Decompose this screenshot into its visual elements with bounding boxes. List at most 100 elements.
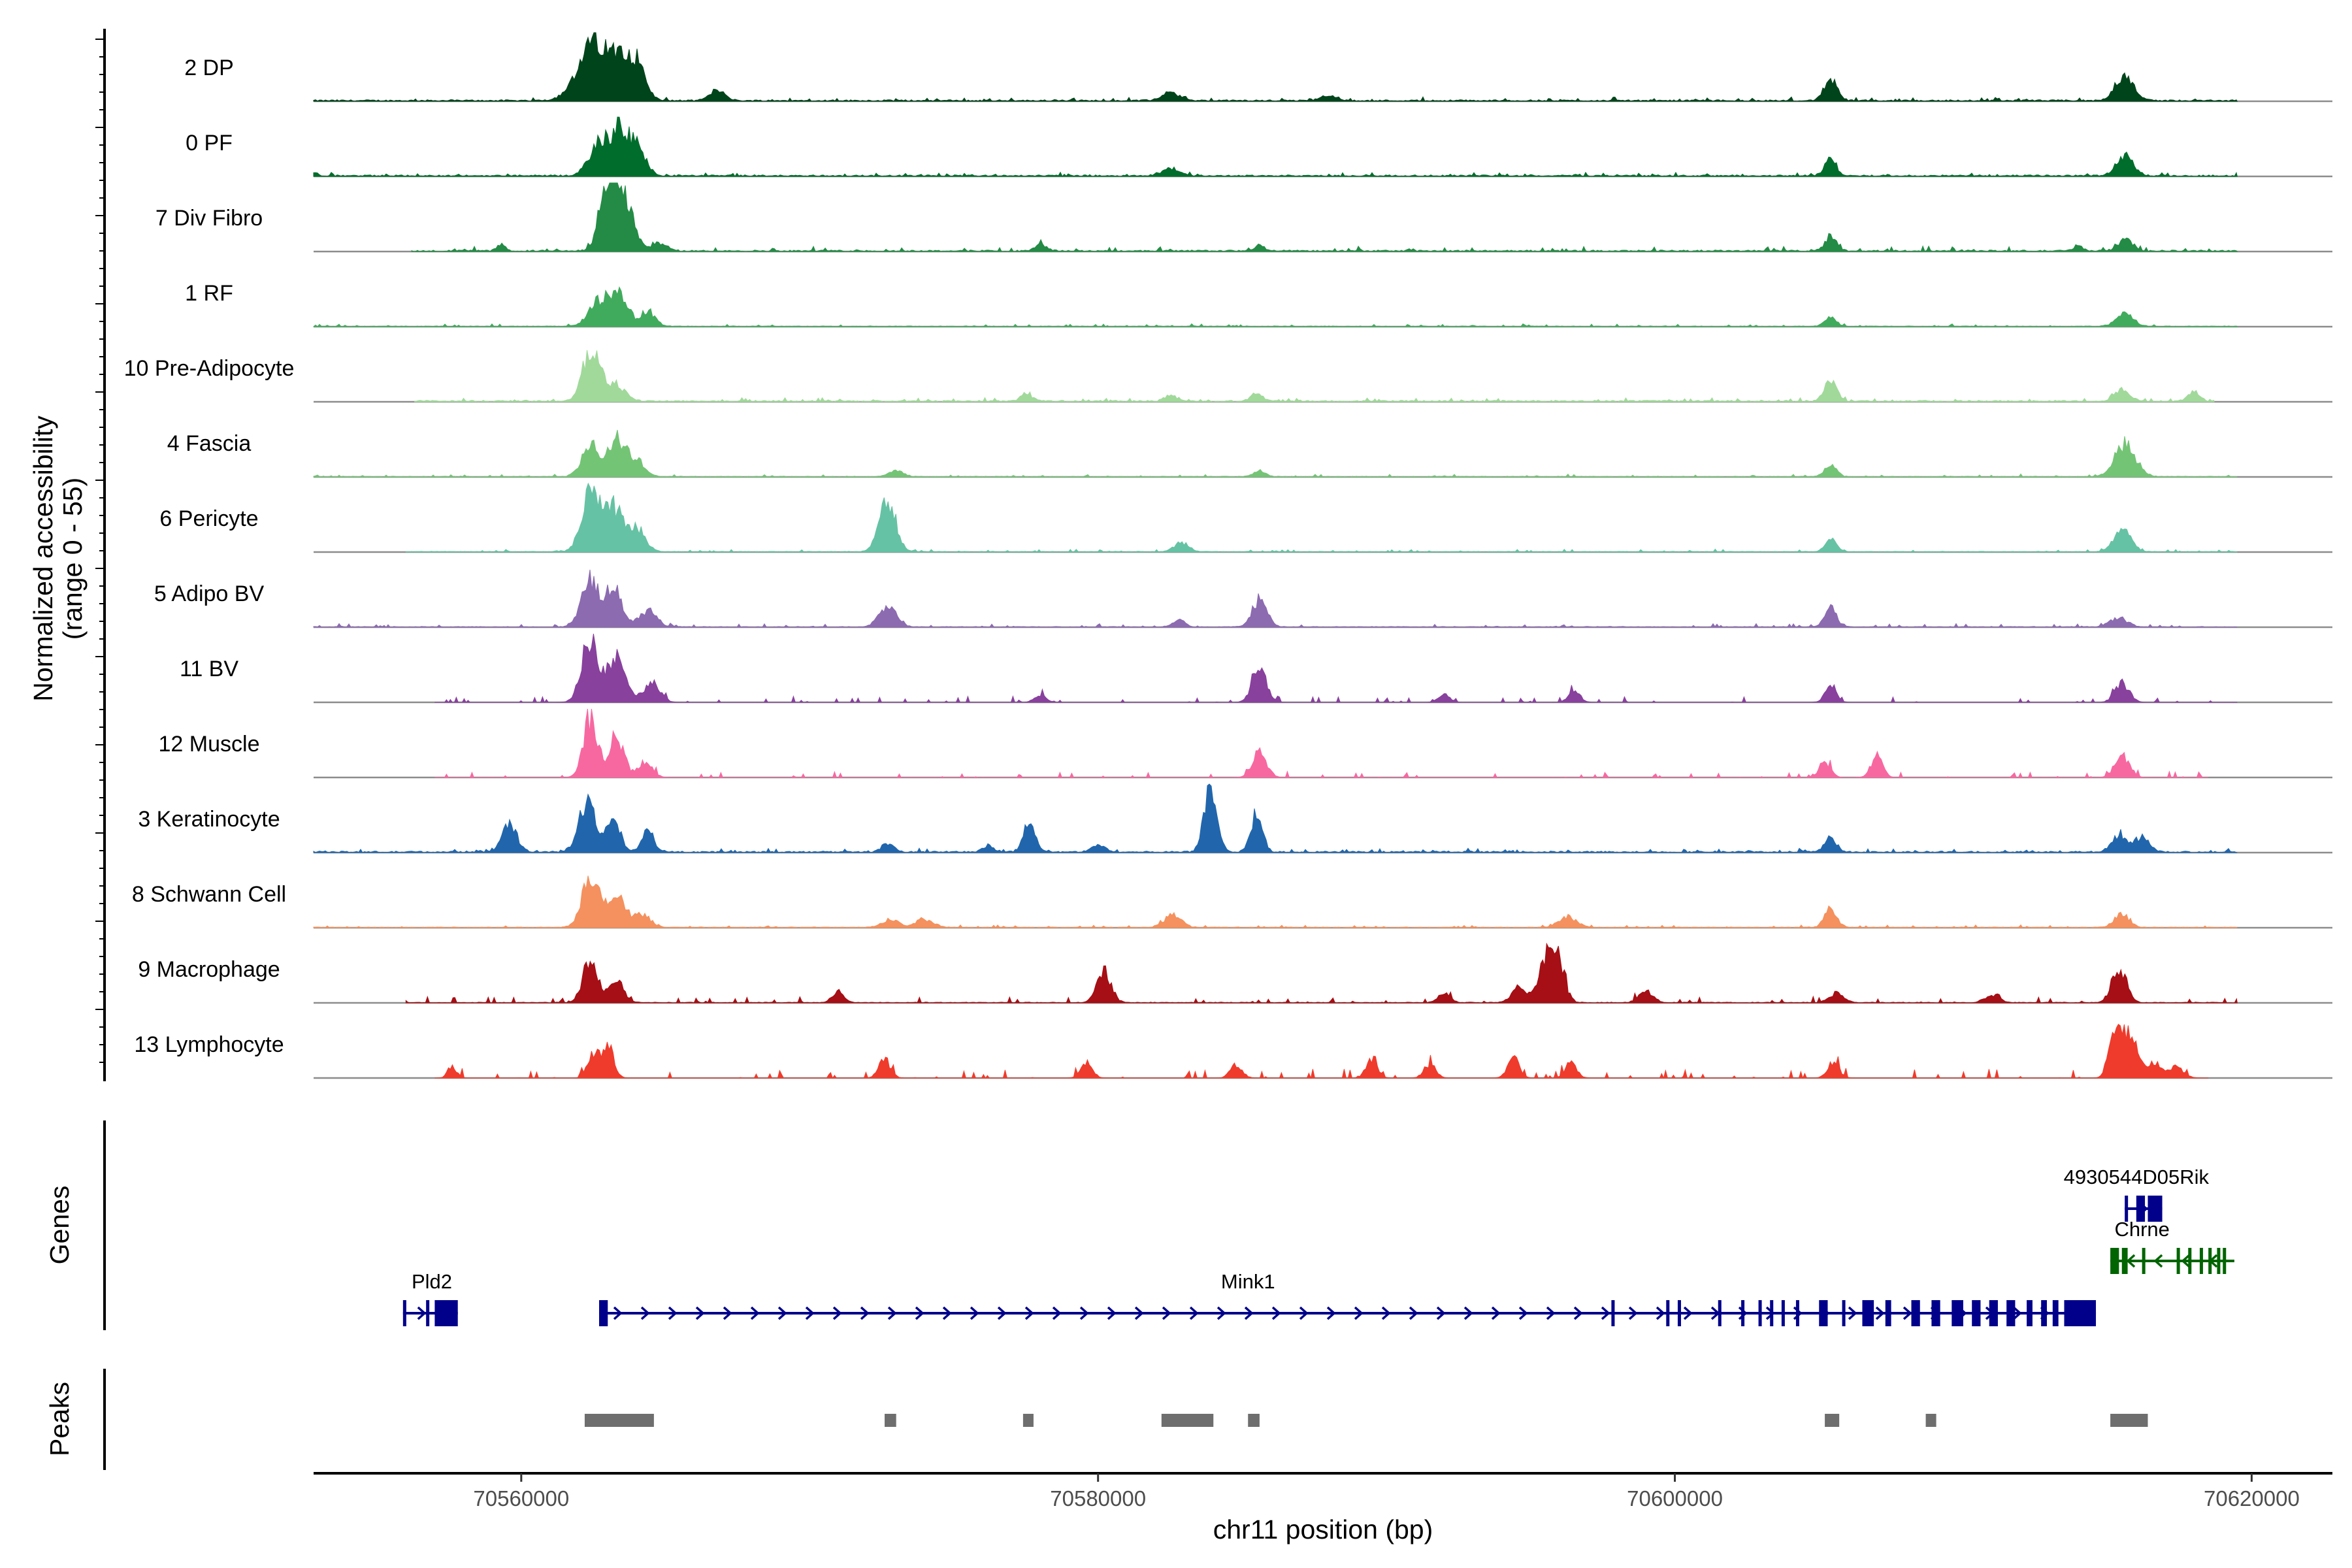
- strand-arrow: [640, 1306, 650, 1320]
- track-label: 13 Lymphocyte: [134, 1032, 284, 1057]
- peak-region: [1925, 1414, 1936, 1427]
- peak-region: [584, 1414, 654, 1427]
- gene-exon: [402, 1300, 406, 1326]
- strand-arrow: [695, 1306, 705, 1320]
- gene-pld2: Pld2: [402, 1270, 458, 1326]
- strand-arrow: [2181, 1254, 2191, 1268]
- gene-exon: [1862, 1300, 1874, 1326]
- strand-arrow: [2126, 1254, 2136, 1268]
- strand-arrow: [805, 1306, 815, 1320]
- coverage-tracks: 2 DP 0 PF 7 Div Fibro 1 RF 10 Pre-Adipocyte 4…: [124, 32, 2332, 1079]
- gene-exon: [1842, 1300, 1846, 1326]
- gene-exon: [2208, 1248, 2212, 1274]
- track-1-rf: 1 RF: [185, 281, 2332, 328]
- genes-title: Genes: [44, 1186, 74, 1265]
- x-tick-label: 70560000: [473, 1486, 569, 1511]
- strand-arrow: [723, 1306, 732, 1320]
- gene-exon: [599, 1300, 608, 1326]
- coverage-area: [313, 116, 2238, 177]
- strand-arrow: [2153, 1254, 2163, 1268]
- strand-arrow: [887, 1306, 897, 1320]
- track-6-pericyte: 6 Pericyte: [159, 482, 2332, 553]
- x-axis-title: chr11 position (bp): [1213, 1514, 1433, 1544]
- coverage-area: [405, 482, 2238, 553]
- strand-arrow: [1326, 1306, 1336, 1320]
- gene-exon: [1718, 1300, 1722, 1326]
- coverage-area: [434, 634, 2238, 704]
- y-axis-title: Normalized accessibility: [28, 416, 58, 702]
- coverage-area: [313, 286, 2238, 327]
- strand-arrow: [915, 1306, 924, 1320]
- strand-arrow: [1217, 1306, 1226, 1320]
- strand-arrow: [997, 1306, 1007, 1320]
- strand-arrow: [1518, 1306, 1528, 1320]
- track-10-pre-adipocyte: 10 Pre-Adipocyte: [124, 350, 2332, 403]
- track-11-bv: 11 BV: [180, 634, 2332, 704]
- peaks-title: Peaks: [44, 1382, 74, 1456]
- track-label: 11 BV: [180, 657, 238, 681]
- track-0-pf: 0 PF: [186, 116, 2332, 178]
- y-axis-ticks: [95, 39, 105, 1063]
- gene-exon: [2125, 1196, 2129, 1222]
- coverage-area: [313, 32, 2238, 102]
- strand-arrow: [668, 1306, 678, 1320]
- gene-exon: [1952, 1300, 1963, 1326]
- gene-exon: [434, 1300, 458, 1326]
- strand-arrow: [970, 1306, 979, 1320]
- track-label: 2 DP: [184, 56, 234, 80]
- track-label: 6 Pericyte: [159, 506, 258, 531]
- gene-exon: [1741, 1300, 1745, 1326]
- gene-exon: [2148, 1196, 2163, 1222]
- peak-region: [1022, 1414, 1034, 1427]
- strand-arrow: [1546, 1306, 1556, 1320]
- strand-arrow: [1189, 1306, 1199, 1320]
- strand-arrow: [1024, 1306, 1034, 1320]
- track-4-fascia: 4 Fascia: [167, 429, 2332, 478]
- gene-exon: [2027, 1300, 2033, 1326]
- track-label: 4 Fascia: [167, 431, 252, 456]
- peak-region: [1825, 1414, 1840, 1427]
- strand-arrow: [1875, 1306, 1885, 1320]
- strand-arrow: [1107, 1306, 1117, 1320]
- gene-track: Pld2 Mink1 4930544D05Rik Chrne: [402, 1166, 2234, 1326]
- strand-arrow: [1683, 1306, 1693, 1320]
- gene-exon: [2110, 1248, 2119, 1274]
- gene-exon: [1989, 1300, 1998, 1326]
- strand-arrow: [750, 1306, 760, 1320]
- gene-4930544d05rik: 4930544D05Rik: [2064, 1166, 2209, 1222]
- strand-arrow: [942, 1306, 952, 1320]
- gene-exon: [1885, 1300, 1891, 1326]
- strand-arrow: [777, 1306, 787, 1320]
- track-label: 0 PF: [186, 131, 233, 155]
- y-axis-range: (range 0 - 55): [57, 478, 88, 640]
- track-9-macrophage: 9 Macrophage: [138, 942, 2332, 1004]
- gene-exon: [2006, 1300, 2016, 1326]
- track-label: 9 Macrophage: [138, 957, 280, 982]
- peak-track: [584, 1414, 2148, 1427]
- gene-exon: [2041, 1300, 2047, 1326]
- strand-arrow: [1079, 1306, 1089, 1320]
- peak-region: [2110, 1414, 2148, 1427]
- strand-arrow: [1134, 1306, 1144, 1320]
- gene-exon: [1611, 1300, 1615, 1326]
- strand-arrow: [2012, 1306, 2022, 1320]
- track-12-muscle: 12 Muscle: [159, 708, 2332, 779]
- track-2-dp: 2 DP: [184, 32, 2332, 103]
- track-7-div-fibro: 7 Div Fibro: [155, 182, 2332, 253]
- strand-arrow: [860, 1306, 870, 1320]
- strand-arrow: [1573, 1306, 1583, 1320]
- gene-exon: [1795, 1300, 1799, 1326]
- x-tick-label: 70620000: [2204, 1486, 2300, 1511]
- gene-exon: [2217, 1248, 2221, 1274]
- gene-exon: [2176, 1248, 2180, 1274]
- peak-region: [1161, 1414, 1214, 1427]
- gene-exon: [2136, 1196, 2146, 1222]
- strand-arrow: [1162, 1306, 1171, 1320]
- gene-label: Pld2: [412, 1270, 452, 1293]
- strand-arrow: [1491, 1306, 1501, 1320]
- strand-arrow: [1903, 1306, 1912, 1320]
- gene-exon: [1677, 1300, 1681, 1326]
- coverage-area: [313, 570, 2238, 628]
- strand-arrow: [1463, 1306, 1473, 1320]
- track-8-schwann-cell: 8 Schwann Cell: [132, 875, 2332, 929]
